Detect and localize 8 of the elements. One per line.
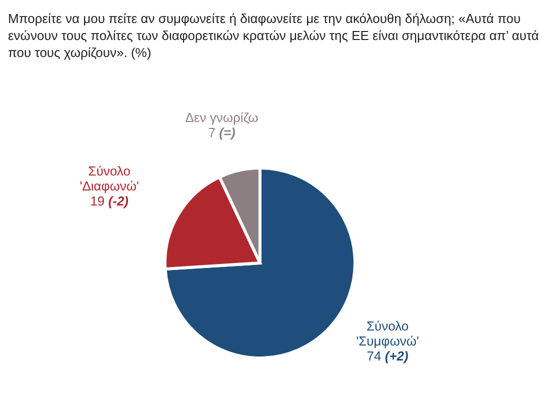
slice-label: Δεν γνωρίζω xyxy=(185,110,258,126)
data-label: 74 (+2) xyxy=(366,348,408,364)
slice-label: Σύνολο 'Διαφωνώ' xyxy=(80,163,140,194)
data-label: 7 (=) xyxy=(208,125,236,140)
pie-slice xyxy=(164,166,356,360)
chart-title: Μπορείτε να μου πείτε αν συμφωνείτε ή διαφωνείτε με την ακόλουθη δήλωση; «Αυτά που ενώνουν τους πολίτες των διαφορετικών κρατών μελών της ΕΕ είναι σημαντικότερα απ’ αυτά που τους χωρίζουν». (%) xyxy=(8,10,540,62)
slice-label: Σύνολο 'Συμφωνώ' xyxy=(356,318,419,348)
data-label: 19 (-2) xyxy=(90,193,129,208)
